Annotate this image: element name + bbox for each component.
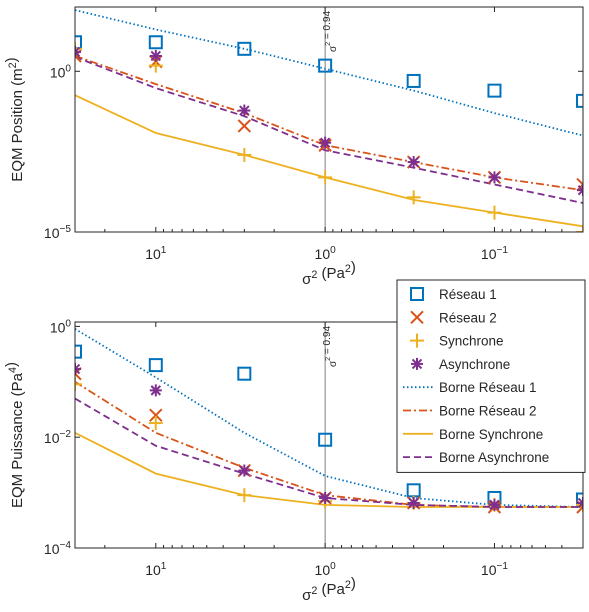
plot-area	[75, 328, 583, 514]
y-axis-label: EQM Puissance (Pa4)	[3, 362, 26, 508]
data-point-square	[237, 41, 252, 56]
plot-area	[75, 9, 583, 232]
data-point-square	[576, 492, 583, 507]
y-tick-label: 10−5	[44, 224, 71, 241]
x-tick-label: 10−1	[481, 561, 508, 578]
data-point-plus	[148, 416, 163, 431]
data-point-asterisk	[407, 496, 420, 509]
data-point-asterisk	[407, 156, 420, 169]
x-tick-label: 10−1	[481, 245, 508, 262]
data-point-x	[149, 408, 163, 422]
data-point-x	[237, 119, 252, 133]
legend-item-label: Asynchrone	[439, 357, 510, 372]
data-point-asterisk	[75, 363, 81, 376]
legend-marker-square	[410, 287, 424, 301]
legend-marker-asterisk	[411, 357, 423, 370]
data-point-plus	[487, 205, 502, 220]
data-point-plus	[406, 190, 421, 205]
y-tick-label: 10−2	[44, 429, 71, 446]
y-tick-label: 10−4	[44, 540, 71, 557]
y-tick-label: 100	[50, 318, 72, 335]
data-point-asterisk	[149, 384, 162, 397]
data-point-plus	[75, 377, 82, 392]
data-point-plus	[576, 497, 583, 512]
data-point-square	[148, 35, 163, 50]
data-point-square	[75, 344, 82, 359]
legend-marker-x	[410, 310, 424, 325]
data-point-square	[237, 366, 252, 381]
x-tick-label: 101	[145, 561, 167, 578]
data-point-square	[75, 35, 82, 50]
data-point-plus	[237, 488, 252, 503]
data-point-asterisk	[488, 171, 501, 184]
x-tick-label: 100	[315, 561, 337, 578]
data-point-asterisk	[238, 464, 251, 477]
data-point-asterisk	[238, 104, 251, 117]
legend-item-label: Borne Synchrone	[439, 427, 543, 442]
data-point-square	[406, 483, 421, 498]
data-point-plus	[75, 41, 82, 56]
data-point-square	[318, 58, 333, 73]
legend-box	[396, 279, 586, 473]
data-point-square	[487, 83, 502, 98]
chart-panel-1: σ2 = 0.94 101 100 10−1 100 10−5 σ2 (Pa2) EQM Po…	[3, 6, 584, 288]
data-point-asterisk	[319, 136, 332, 149]
data-point-asterisk	[577, 496, 583, 509]
data-point-asterisk	[577, 184, 583, 197]
legend-item-label: Réseau 1	[439, 287, 497, 302]
x-axis-label: σ2 (Pa2)	[302, 259, 356, 288]
legend-marker-plus	[410, 333, 424, 348]
legend-item-label: Borne Réseau 2	[439, 404, 537, 419]
legend-item-label: Réseau 2	[439, 310, 497, 325]
series-line-5	[75, 55, 583, 192]
data-point-square	[318, 432, 333, 447]
vline-label: σ2 = 0.94	[322, 326, 339, 367]
series-line-6	[75, 94, 583, 228]
legend-item-label: Synchrone	[439, 334, 504, 349]
data-point-square	[406, 73, 421, 88]
legend: Réseau 1 Réseau 2 Synchrone Asynchrone Borne…	[396, 279, 586, 473]
data-point-asterisk	[488, 498, 501, 511]
axes-box	[74, 6, 584, 233]
vline-label: σ2 = 0.94	[322, 11, 339, 52]
y-axis-label: EQM Position (m2)	[3, 57, 26, 181]
x-tick-label: 100	[315, 245, 337, 262]
x-axis-label: σ2 (Pa2)	[302, 575, 356, 604]
data-point-asterisk	[75, 45, 81, 58]
data-point-asterisk	[149, 49, 162, 62]
data-point-asterisk	[319, 491, 332, 504]
legend-item-label: Borne Réseau 1	[439, 380, 537, 395]
y-tick-label: 100	[50, 63, 72, 80]
series-line-4	[75, 9, 583, 137]
data-point-square	[576, 93, 583, 108]
data-point-plus	[237, 147, 252, 162]
data-point-x	[576, 177, 583, 192]
x-tick-label: 101	[145, 245, 167, 262]
legend-item-label: Borne Asynchrone	[439, 450, 549, 465]
series-line-7	[75, 56, 583, 204]
data-point-square	[148, 358, 163, 373]
data-point-plus	[318, 170, 333, 185]
